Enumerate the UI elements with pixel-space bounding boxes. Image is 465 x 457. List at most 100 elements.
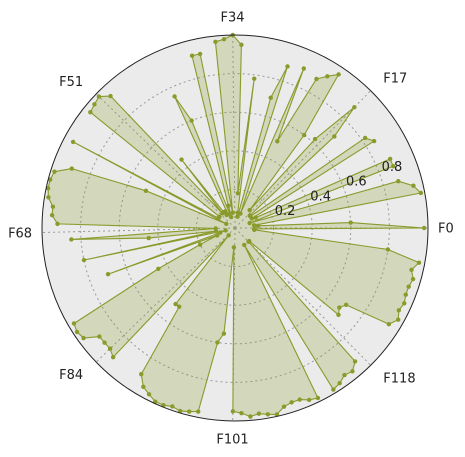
data-point	[242, 242, 247, 248]
data-point	[352, 105, 357, 110]
polar-frame	[41, 34, 429, 422]
data-point	[214, 233, 220, 238]
data-point	[235, 210, 240, 215]
data-point	[189, 53, 195, 58]
data-point	[46, 195, 51, 200]
data-point	[213, 228, 219, 234]
data-point	[102, 340, 107, 345]
r-tick-label: 0.6	[346, 175, 367, 190]
data-point	[265, 412, 271, 417]
data-point	[235, 214, 240, 219]
data-point	[197, 51, 203, 57]
data-point	[315, 395, 321, 401]
data-point	[215, 340, 220, 345]
data-point	[297, 397, 302, 402]
data-point	[275, 139, 280, 144]
data-point	[396, 317, 401, 322]
data-point	[387, 156, 393, 162]
data-point	[247, 220, 252, 226]
data-point	[45, 186, 51, 191]
theta-grid-line	[42, 227, 236, 233]
data-point	[69, 237, 74, 242]
r-tick-label: 0.8	[382, 160, 403, 175]
data-point	[231, 245, 237, 250]
theta-tick-label: F68	[8, 226, 32, 241]
theta-tick-label: F84	[59, 368, 83, 383]
data-point	[402, 301, 407, 306]
data-point	[187, 409, 192, 414]
data-point	[230, 210, 235, 215]
data-point	[421, 225, 427, 231]
data-point	[189, 118, 194, 123]
data-point	[226, 233, 231, 238]
axis-labels: F0 F17 F34 F51 F68 F84 F101 F118 0.2 0.4 0.6 0.8	[8, 11, 454, 448]
theta-tick-label: F118	[383, 372, 415, 387]
data-point	[337, 381, 342, 386]
data-point	[337, 305, 342, 310]
data-point	[301, 66, 306, 71]
theta-grid-line	[95, 227, 236, 363]
data-point	[218, 230, 223, 235]
data-point	[350, 369, 355, 374]
data-point	[220, 211, 225, 216]
data-point	[396, 308, 402, 313]
data-point	[285, 64, 290, 69]
data-point	[247, 207, 252, 213]
data-point	[411, 183, 416, 188]
data-point	[239, 410, 244, 416]
data-point	[139, 372, 144, 377]
data-point	[110, 354, 116, 360]
data-point	[403, 292, 408, 297]
r-tick-label: 0.4	[310, 190, 331, 205]
data-point	[396, 178, 401, 184]
theta-tick-label: F17	[383, 71, 407, 86]
data-point	[221, 331, 227, 336]
data-point	[221, 36, 227, 42]
theta-grid-line	[95, 93, 236, 229]
data-point	[107, 346, 113, 351]
data-point	[172, 94, 177, 99]
data-point	[196, 409, 201, 414]
data-point	[146, 235, 151, 241]
data-point	[49, 213, 55, 218]
data-point	[386, 321, 392, 327]
data-point	[108, 93, 113, 99]
data-point	[81, 257, 87, 263]
data-point	[97, 334, 102, 339]
data-point	[371, 138, 377, 144]
data-point	[348, 220, 353, 225]
data-point	[92, 102, 97, 107]
data-point	[173, 301, 178, 307]
theta-tick-label: F34	[220, 11, 244, 26]
data-point	[352, 359, 358, 364]
data-point	[248, 414, 253, 419]
data-point	[213, 39, 218, 45]
data-point	[252, 226, 257, 232]
data-layer	[45, 32, 427, 419]
data-point	[253, 215, 258, 220]
data-point	[81, 335, 86, 341]
data-point	[406, 284, 411, 289]
data-point	[314, 76, 319, 82]
data-point	[391, 164, 396, 169]
theta-grid-line	[234, 227, 372, 366]
data-point	[343, 302, 349, 308]
data-point	[331, 387, 336, 392]
data-point	[69, 166, 74, 171]
data-point	[239, 42, 244, 47]
r-grid-circle	[157, 150, 313, 306]
data-point	[178, 408, 183, 414]
data-point	[224, 212, 229, 218]
theta-grid-line	[232, 35, 236, 229]
data-point	[230, 409, 236, 414]
polar-frame-circle	[41, 34, 429, 422]
data-point	[235, 191, 241, 196]
data-point	[146, 392, 152, 397]
data-point	[246, 238, 252, 244]
theta-tick-label: F101	[216, 433, 248, 448]
r-tick-label: 0.2	[275, 204, 296, 219]
data-point	[228, 214, 234, 220]
data-point	[281, 404, 287, 409]
